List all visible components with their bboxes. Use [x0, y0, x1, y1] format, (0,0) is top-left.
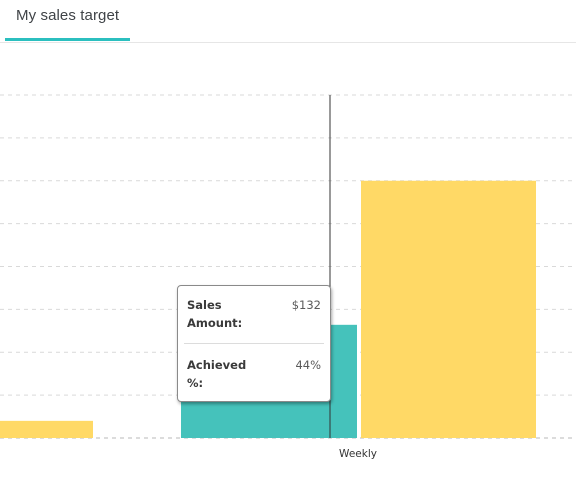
chart-tooltip: Sales Amount: $132 Achieved %: 44%	[177, 285, 331, 402]
tooltip-value: $132	[291, 298, 321, 312]
x-axis-ticks: Weekly	[339, 448, 377, 460]
tooltip-label: Sales Amount:	[187, 298, 243, 330]
target-bar-cat0[interactable]	[0, 420, 93, 438]
tooltip-divider	[184, 343, 324, 344]
active-tab-indicator	[5, 38, 130, 41]
tab-bar: My sales target	[0, 0, 576, 43]
target-bar-weekly[interactable]	[361, 180, 536, 438]
tab-my-sales-target[interactable]: My sales target	[16, 7, 120, 24]
tooltip-label: Achieved %:	[187, 358, 247, 390]
x-tick-label: Weekly	[339, 448, 377, 460]
tooltip-value: 44%	[295, 358, 321, 372]
